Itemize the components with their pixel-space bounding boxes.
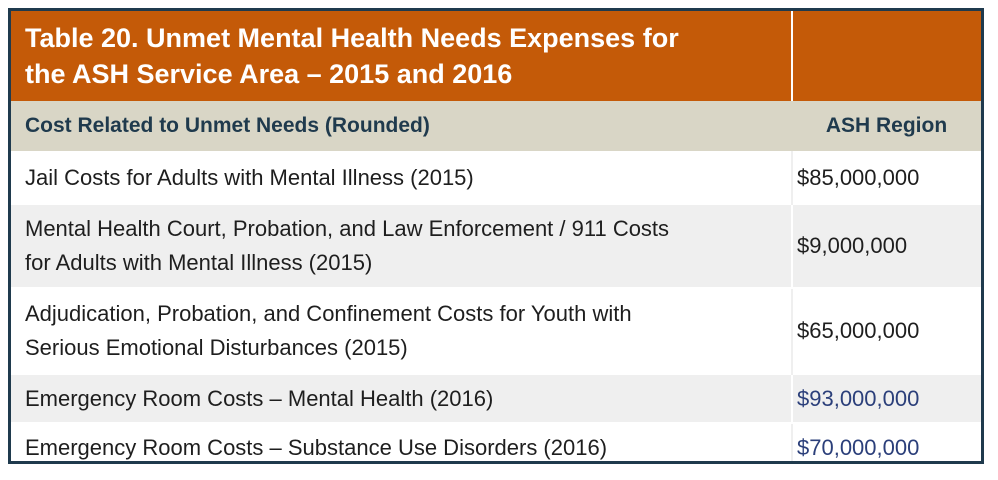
table-header-row: Cost Related to Unmet Needs (Rounded) AS… [11, 101, 981, 152]
column-header-cost: Cost Related to Unmet Needs (Rounded) [11, 101, 792, 152]
row-label: Emergency Room Costs – Mental Health (20… [11, 373, 793, 423]
row-label-line-2: Serious Emotional Disturbances (2015) [25, 335, 408, 360]
row-label-line-1: Jail Costs for Adults with Mental Illnes… [25, 165, 474, 190]
table-frame: Table 20. Unmet Mental Health Needs Expe… [8, 8, 984, 464]
row-value: $93,000,000 [792, 373, 981, 423]
column-header-region: ASH Region [792, 101, 981, 152]
table-title-filler [792, 11, 981, 101]
table-row: Emergency Room Costs – Substance Use Dis… [11, 422, 981, 461]
row-label: Mental Health Court, Probation, and Law … [11, 203, 793, 288]
row-label-line-1: Emergency Room Costs – Substance Use Dis… [25, 435, 608, 460]
row-label-line-1: Adjudication, Probation, and Confinement… [25, 301, 632, 326]
row-value: $65,000,000 [792, 287, 981, 374]
row-label: Jail Costs for Adults with Mental Illnes… [11, 151, 793, 204]
row-value: $70,000,000 [792, 422, 981, 461]
table-title: Table 20. Unmet Mental Health Needs Expe… [11, 11, 793, 101]
table-title-line-2: the ASH Service Area – 2015 and 2016 [25, 59, 513, 89]
table-title-row: Table 20. Unmet Mental Health Needs Expe… [11, 11, 981, 101]
table-row: Emergency Room Costs – Mental Health (20… [11, 373, 981, 423]
table-row: Jail Costs for Adults with Mental Illnes… [11, 151, 981, 204]
cost-table: Table 20. Unmet Mental Health Needs Expe… [11, 11, 981, 461]
row-value: $85,000,000 [792, 151, 981, 204]
row-value: $9,000,000 [792, 203, 981, 288]
table-row: Adjudication, Probation, and Confinement… [11, 287, 981, 374]
row-label-line-2: for Adults with Mental Illness (2015) [25, 250, 373, 275]
row-label-line-1: Mental Health Court, Probation, and Law … [25, 216, 670, 241]
table-row: Mental Health Court, Probation, and Law … [11, 203, 981, 288]
row-label: Emergency Room Costs – Substance Use Dis… [11, 422, 793, 461]
row-label-line-1: Emergency Room Costs – Mental Health (20… [25, 385, 494, 411]
table-title-line-1: Table 20. Unmet Mental Health Needs Expe… [25, 23, 679, 53]
row-label: Adjudication, Probation, and Confinement… [11, 287, 793, 374]
